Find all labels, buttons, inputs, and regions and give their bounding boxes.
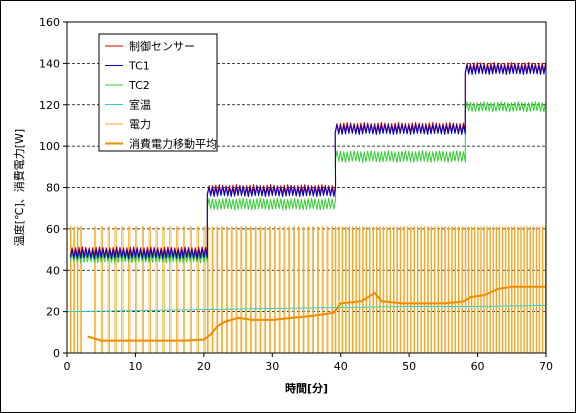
x-tick-label: 40 bbox=[334, 360, 348, 373]
legend-label-power_avg: 消費電力移動平均 bbox=[129, 137, 217, 151]
legend-label-tc1: TC1 bbox=[128, 60, 150, 73]
x-tick-label: 50 bbox=[402, 360, 416, 373]
x-tick-label: 70 bbox=[539, 360, 553, 373]
legend-label-power: 電力 bbox=[129, 118, 151, 131]
y-tick-label: 140 bbox=[39, 57, 60, 70]
y-tick-label: 160 bbox=[39, 16, 60, 29]
y-tick-label: 40 bbox=[46, 264, 60, 277]
legend-label-control: 制御センサー bbox=[129, 39, 195, 53]
y-tick-label: 0 bbox=[53, 347, 60, 360]
y-tick-label: 80 bbox=[46, 182, 60, 195]
x-tick-label: 10 bbox=[128, 360, 142, 373]
y-tick-label: 100 bbox=[39, 140, 60, 153]
legend-label-tc2: TC2 bbox=[128, 79, 150, 92]
x-axis-label: 時間[分] bbox=[285, 381, 328, 395]
y-axis-label: 温度[℃]、消費電力[W] bbox=[12, 129, 26, 246]
series-line-power-avg bbox=[87, 285, 546, 342]
series-line-tc1 bbox=[69, 64, 547, 260]
x-tick-label: 30 bbox=[265, 360, 279, 373]
y-tick-label: 120 bbox=[39, 99, 60, 112]
x-tick-label: 20 bbox=[197, 360, 211, 373]
axes: 0 20 40 60 80 100 120 140 160 0 10 20 30 40 50 60 70 bbox=[39, 16, 553, 373]
y-tick-label: 60 bbox=[46, 223, 60, 236]
legend-label-room: 室温 bbox=[129, 98, 151, 112]
legend-box bbox=[98, 33, 218, 152]
y-tick-label: 20 bbox=[46, 306, 60, 319]
series-line-room bbox=[66, 304, 547, 313]
x-tick-label: 60 bbox=[471, 360, 485, 373]
x-tick-label: 0 bbox=[64, 360, 71, 373]
